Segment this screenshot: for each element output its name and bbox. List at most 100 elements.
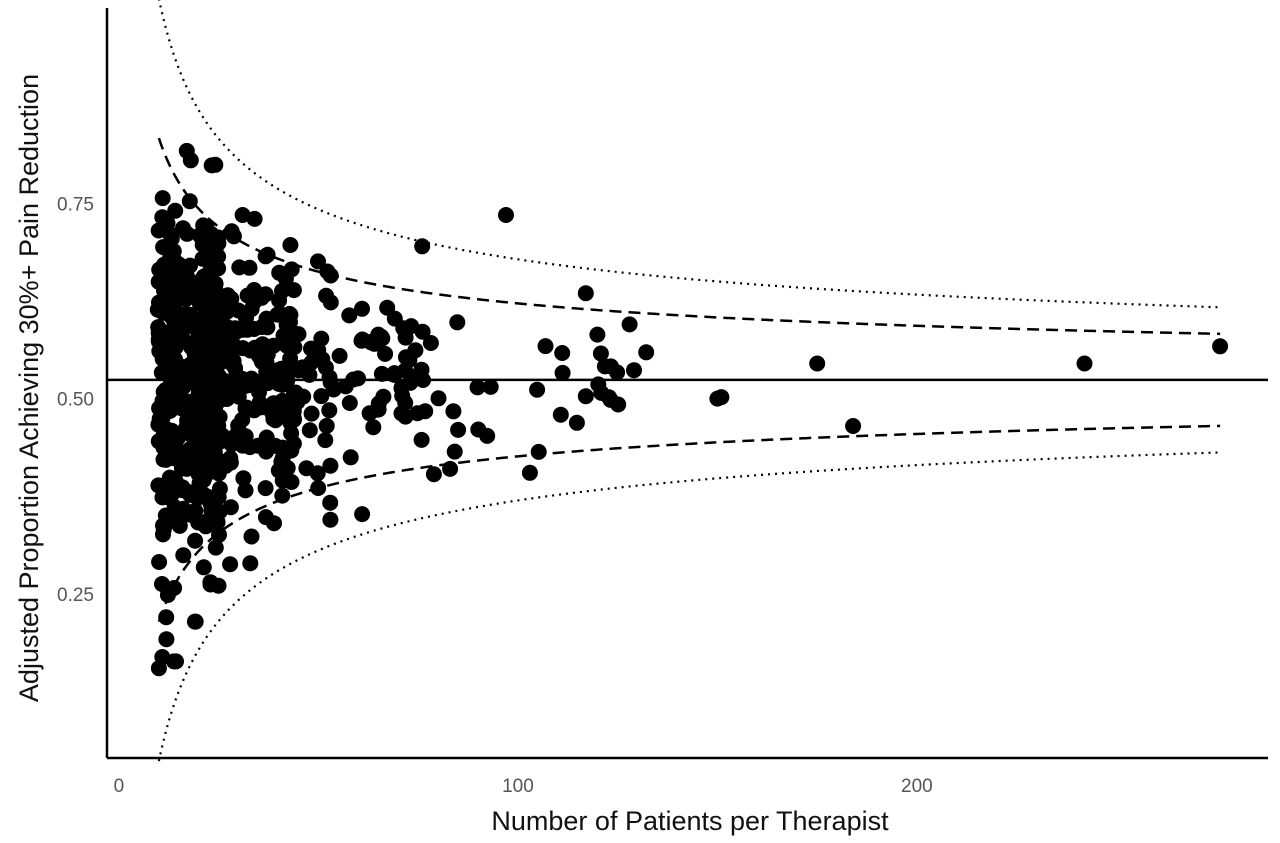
data-point bbox=[397, 408, 414, 425]
data-point bbox=[274, 487, 291, 504]
data-point bbox=[285, 282, 302, 299]
data-point bbox=[713, 389, 730, 406]
data-point bbox=[430, 390, 447, 407]
data-point bbox=[191, 475, 208, 492]
data-point bbox=[246, 210, 263, 227]
data-point bbox=[283, 261, 300, 278]
y-axis-title: Adjusted Proportion Achieving 30%+ Pain … bbox=[14, 74, 44, 702]
data-point bbox=[150, 325, 167, 341]
y-axis-ticks: 0.25 0.50 0.75 bbox=[57, 194, 94, 606]
data-point bbox=[211, 526, 227, 543]
data-point bbox=[482, 378, 499, 395]
data-point bbox=[379, 299, 396, 316]
x-axis-title: Number of Patients per Therapist bbox=[491, 806, 889, 836]
data-point bbox=[266, 397, 283, 414]
data-point bbox=[247, 342, 264, 359]
data-point bbox=[397, 362, 414, 379]
x-tick-label: 100 bbox=[502, 776, 534, 797]
data-point bbox=[182, 152, 199, 169]
data-point bbox=[207, 436, 224, 453]
data-point bbox=[155, 404, 172, 421]
data-point bbox=[162, 356, 179, 373]
data-point bbox=[282, 350, 299, 367]
data-point bbox=[322, 267, 339, 284]
data-point bbox=[235, 470, 252, 487]
data-point bbox=[626, 362, 642, 379]
data-point bbox=[202, 494, 219, 511]
data-point bbox=[373, 365, 390, 382]
data-point bbox=[365, 419, 382, 436]
data-point bbox=[178, 306, 195, 322]
data-point bbox=[445, 403, 462, 420]
data-point bbox=[446, 443, 463, 460]
data-point bbox=[590, 376, 607, 393]
data-point bbox=[238, 399, 255, 416]
data-point bbox=[417, 403, 434, 420]
data-point bbox=[354, 506, 371, 523]
data-point bbox=[301, 366, 318, 383]
data-point bbox=[159, 587, 176, 603]
data-point bbox=[521, 464, 538, 481]
data-point bbox=[187, 532, 204, 549]
data-point bbox=[209, 514, 226, 531]
data-point bbox=[589, 326, 606, 343]
data-point bbox=[187, 502, 204, 519]
data-point bbox=[171, 517, 188, 534]
data-point bbox=[638, 344, 655, 361]
data-point bbox=[285, 410, 302, 427]
x-axis-ticks: 0 100 200 bbox=[114, 776, 933, 797]
data-point bbox=[201, 264, 218, 281]
data-point bbox=[167, 202, 184, 219]
data-point bbox=[239, 321, 256, 338]
data-point bbox=[187, 355, 204, 372]
data-point bbox=[271, 292, 288, 309]
x-tick-label: 0 bbox=[114, 776, 125, 797]
upper-dashed-limit-line bbox=[157, 137, 1221, 336]
data-point bbox=[245, 294, 262, 311]
data-point bbox=[301, 422, 318, 439]
data-point bbox=[568, 414, 585, 431]
data-point bbox=[322, 374, 339, 391]
data-point bbox=[211, 480, 228, 497]
data-point bbox=[274, 376, 291, 393]
data-point bbox=[243, 370, 260, 387]
data-point bbox=[577, 285, 594, 302]
data-point bbox=[577, 388, 594, 405]
data-point bbox=[809, 355, 826, 372]
data-point bbox=[189, 323, 206, 340]
data-point bbox=[498, 207, 514, 223]
data-point bbox=[321, 402, 338, 419]
data-point bbox=[265, 337, 282, 354]
y-tick-label: 0.25 bbox=[57, 585, 94, 606]
data-point bbox=[154, 190, 171, 207]
data-point bbox=[413, 431, 430, 448]
data-point bbox=[317, 359, 334, 376]
data-point bbox=[414, 238, 431, 255]
data-point bbox=[442, 460, 459, 477]
y-tick-label: 0.75 bbox=[57, 194, 94, 215]
data-point bbox=[1212, 338, 1229, 355]
data-point bbox=[845, 418, 862, 434]
data-point bbox=[259, 246, 276, 263]
data-point bbox=[341, 395, 358, 411]
data-point bbox=[195, 559, 212, 576]
data-point bbox=[354, 300, 370, 317]
data-point bbox=[179, 424, 196, 441]
data-point bbox=[413, 361, 430, 378]
data-point bbox=[202, 574, 219, 591]
data-point bbox=[223, 223, 240, 240]
data-point bbox=[425, 466, 442, 483]
data-point bbox=[350, 370, 366, 387]
data-point bbox=[150, 222, 167, 239]
data-point bbox=[621, 316, 638, 333]
data-point bbox=[198, 452, 215, 469]
data-point bbox=[370, 401, 387, 418]
data-point bbox=[270, 462, 287, 479]
data-point bbox=[198, 379, 215, 396]
data-point bbox=[366, 335, 383, 352]
data-point bbox=[290, 326, 307, 343]
data-point bbox=[303, 405, 320, 422]
data-point bbox=[395, 320, 412, 337]
data-point bbox=[322, 494, 339, 511]
